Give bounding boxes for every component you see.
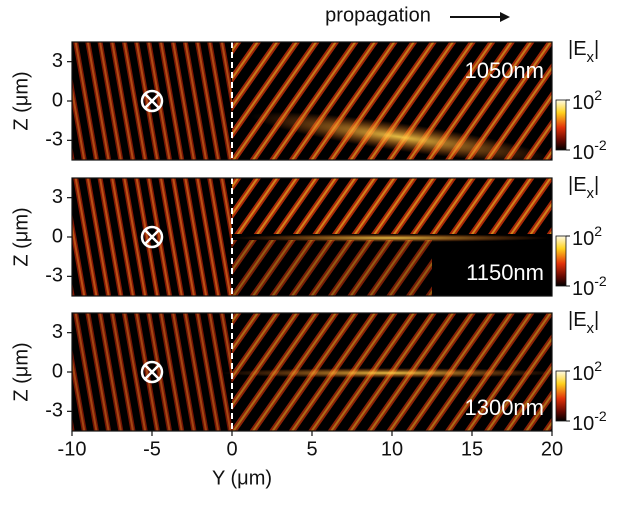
y-tick-label: 3 (52, 321, 63, 343)
colorbar-label-part: |E (568, 174, 587, 196)
y-tick-label: -3 (45, 265, 63, 287)
colorbar-tick-label: 102 (572, 358, 602, 386)
x-tick-label: 10 (381, 438, 403, 460)
colorbar-label-part: x (587, 185, 595, 202)
colorbar-tick-base: 10 (572, 92, 594, 114)
colorbar (555, 370, 567, 422)
colorbar-tick-exponent: -2 (594, 137, 607, 153)
colorbar-label-part: x (587, 320, 595, 337)
source-symbol (140, 225, 164, 249)
y-axis-label: Z (μm) (10, 342, 32, 401)
x-tick-label: 5 (306, 438, 317, 460)
y-tick-label: 0 (52, 89, 63, 111)
y-tick-label: -3 (45, 129, 63, 151)
source-symbol (144, 229, 160, 245)
x-tick-label: 15 (461, 438, 483, 460)
colorbar-label: |Ex| (568, 309, 599, 337)
colorbar-tick-exponent: -2 (594, 408, 607, 424)
x-tick-label: 20 (541, 438, 563, 460)
colorbar-tick-base: 10 (572, 413, 594, 435)
field-glow (251, 111, 549, 163)
x-axis-label: Y (μm) (212, 467, 272, 489)
colorbar-label-part: |E (568, 309, 587, 331)
colorbar-label: |Ex| (568, 174, 599, 202)
field-glow (230, 234, 550, 242)
colorbar-tick-exponent: 2 (594, 223, 602, 239)
y-tick-label: -3 (45, 400, 63, 422)
colorbar-tick-base: 10 (572, 142, 594, 164)
colorbar-tick-exponent: -2 (594, 273, 607, 289)
colorbar-tick-exponent: 2 (594, 358, 602, 374)
colorbar-tick-label: 102 (572, 87, 602, 115)
colorbar-label-part: |E (568, 38, 587, 60)
colorbar-tick-label: 102 (572, 223, 602, 251)
colorbar-tick-label: 10-2 (572, 273, 607, 301)
colorbar-tick-label: 10-2 (572, 408, 607, 436)
field-glow (220, 368, 560, 378)
colorbar-label-part: x (587, 49, 595, 66)
source-symbol (144, 93, 160, 109)
colorbar-tick-base: 10 (572, 363, 594, 385)
colorbar (555, 235, 567, 287)
wavelength-label: 1150nm (466, 260, 544, 285)
field-pattern (232, 240, 432, 296)
source-symbol (144, 364, 160, 380)
y-tick-label: 3 (52, 186, 63, 208)
x-tick-label: 0 (226, 438, 237, 460)
colorbar-tick-base: 10 (572, 228, 594, 250)
colorbar-tick-base: 10 (572, 278, 594, 300)
field-pattern (232, 178, 552, 234)
colorbar-tick-exponent: 2 (594, 87, 602, 103)
source-symbol (140, 89, 164, 113)
colorbar-tick-label: 10-2 (572, 137, 607, 165)
y-tick-label: 0 (52, 225, 63, 247)
arrow-head (500, 12, 510, 22)
x-tick-label: -5 (143, 438, 161, 460)
wavelength-label: 1050nm (464, 58, 544, 83)
colorbar (555, 99, 567, 151)
wavelength-label: 1300nm (464, 395, 544, 420)
y-axis-label: Z (μm) (10, 71, 32, 130)
colorbar-label-part: | (594, 174, 599, 196)
colorbar-label: |Ex| (568, 38, 599, 66)
colorbar-label-part: | (594, 38, 599, 60)
x-tick-label: -10 (58, 438, 87, 460)
colorbar-label-part: | (594, 309, 599, 331)
source-symbol (140, 360, 164, 384)
figure-title: propagation (325, 4, 431, 26)
y-axis-label: Z (μm) (10, 207, 32, 266)
y-tick-label: 0 (52, 360, 63, 382)
y-tick-label: 3 (52, 50, 63, 72)
